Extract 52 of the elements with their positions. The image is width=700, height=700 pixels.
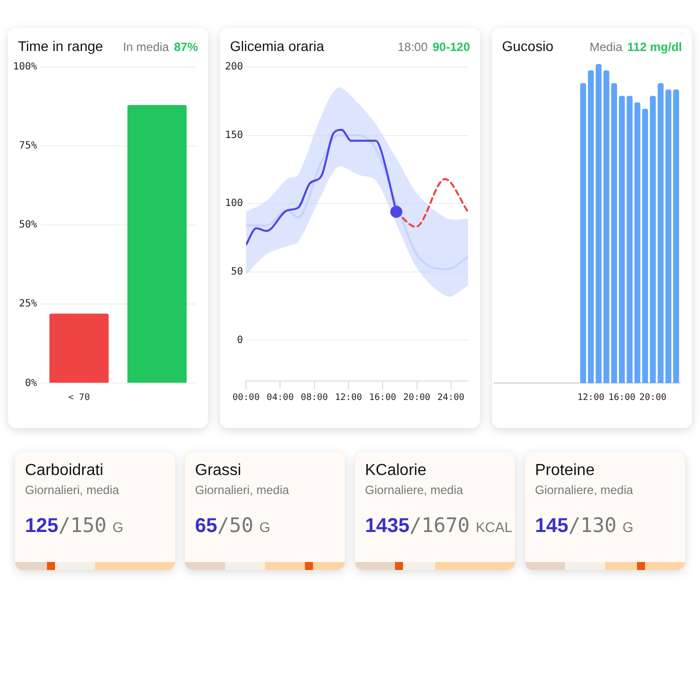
chart-title: Time in range [18,38,104,54]
x-tick-label: 12:00 [334,392,362,403]
text: Giornalieri, media [195,483,290,497]
text: KCalorie [365,462,428,480]
y-tick-label: 100% [12,62,38,73]
text: 145 [535,515,568,537]
y-tick-label: 200 [225,62,244,73]
text: KCAL [476,519,512,535]
text: 1435 [365,515,410,537]
text: 65 [195,515,218,537]
x-tick-label: 20:00 [639,392,666,403]
x-tick-label: 24:00 [437,392,464,403]
y-tick-label: 75% [19,140,38,152]
line-series [246,134,468,270]
text: G [112,519,124,535]
text: /130 [568,513,617,537]
x-tick-label: 12:00 [577,392,604,403]
x-tick-label: 00:00 [232,392,260,403]
text: G [622,519,634,535]
text: 90-120 [432,40,470,54]
y-tick-label: 100 [225,198,244,210]
text: 125 [25,515,58,537]
text: 87% [174,40,198,54]
y-tick-label: 50% [19,220,38,231]
y-tick-label: 0 [237,334,244,346]
x-tick-label: 20:00 [403,392,430,403]
text: 18:00 [398,40,428,54]
text: Giornaliere, media [365,483,464,497]
y-tick-label: 150 [225,130,244,141]
x-tick-label: 08:00 [300,392,328,403]
text: Giornaliere, media [535,483,634,497]
y-tick-label: 25% [19,298,38,310]
x-tick-label: 16:00 [608,392,636,403]
x-tick-label: 16:00 [369,392,396,403]
text: Grassi [195,462,242,480]
x-tick-label: 04:00 [266,392,294,403]
text: 112 mg/dl [627,40,682,54]
text: Proteine [535,462,596,480]
text: Giornalieri, media [25,483,120,497]
text: /50 [217,513,254,537]
text: /150 [58,513,107,537]
bar [580,83,586,384]
text: /1670 [410,513,470,537]
chart-title: Gucosio [502,38,554,54]
text: In media [122,40,169,54]
text: Media [590,40,622,54]
x-tick-label: < 70 [68,392,90,403]
text: G [259,519,270,535]
text: Carboidrati [25,462,104,480]
y-tick-label: 50 [231,266,244,278]
chart-title: Glicemia oraria [230,38,324,54]
y-tick-label: 0% [25,378,38,389]
